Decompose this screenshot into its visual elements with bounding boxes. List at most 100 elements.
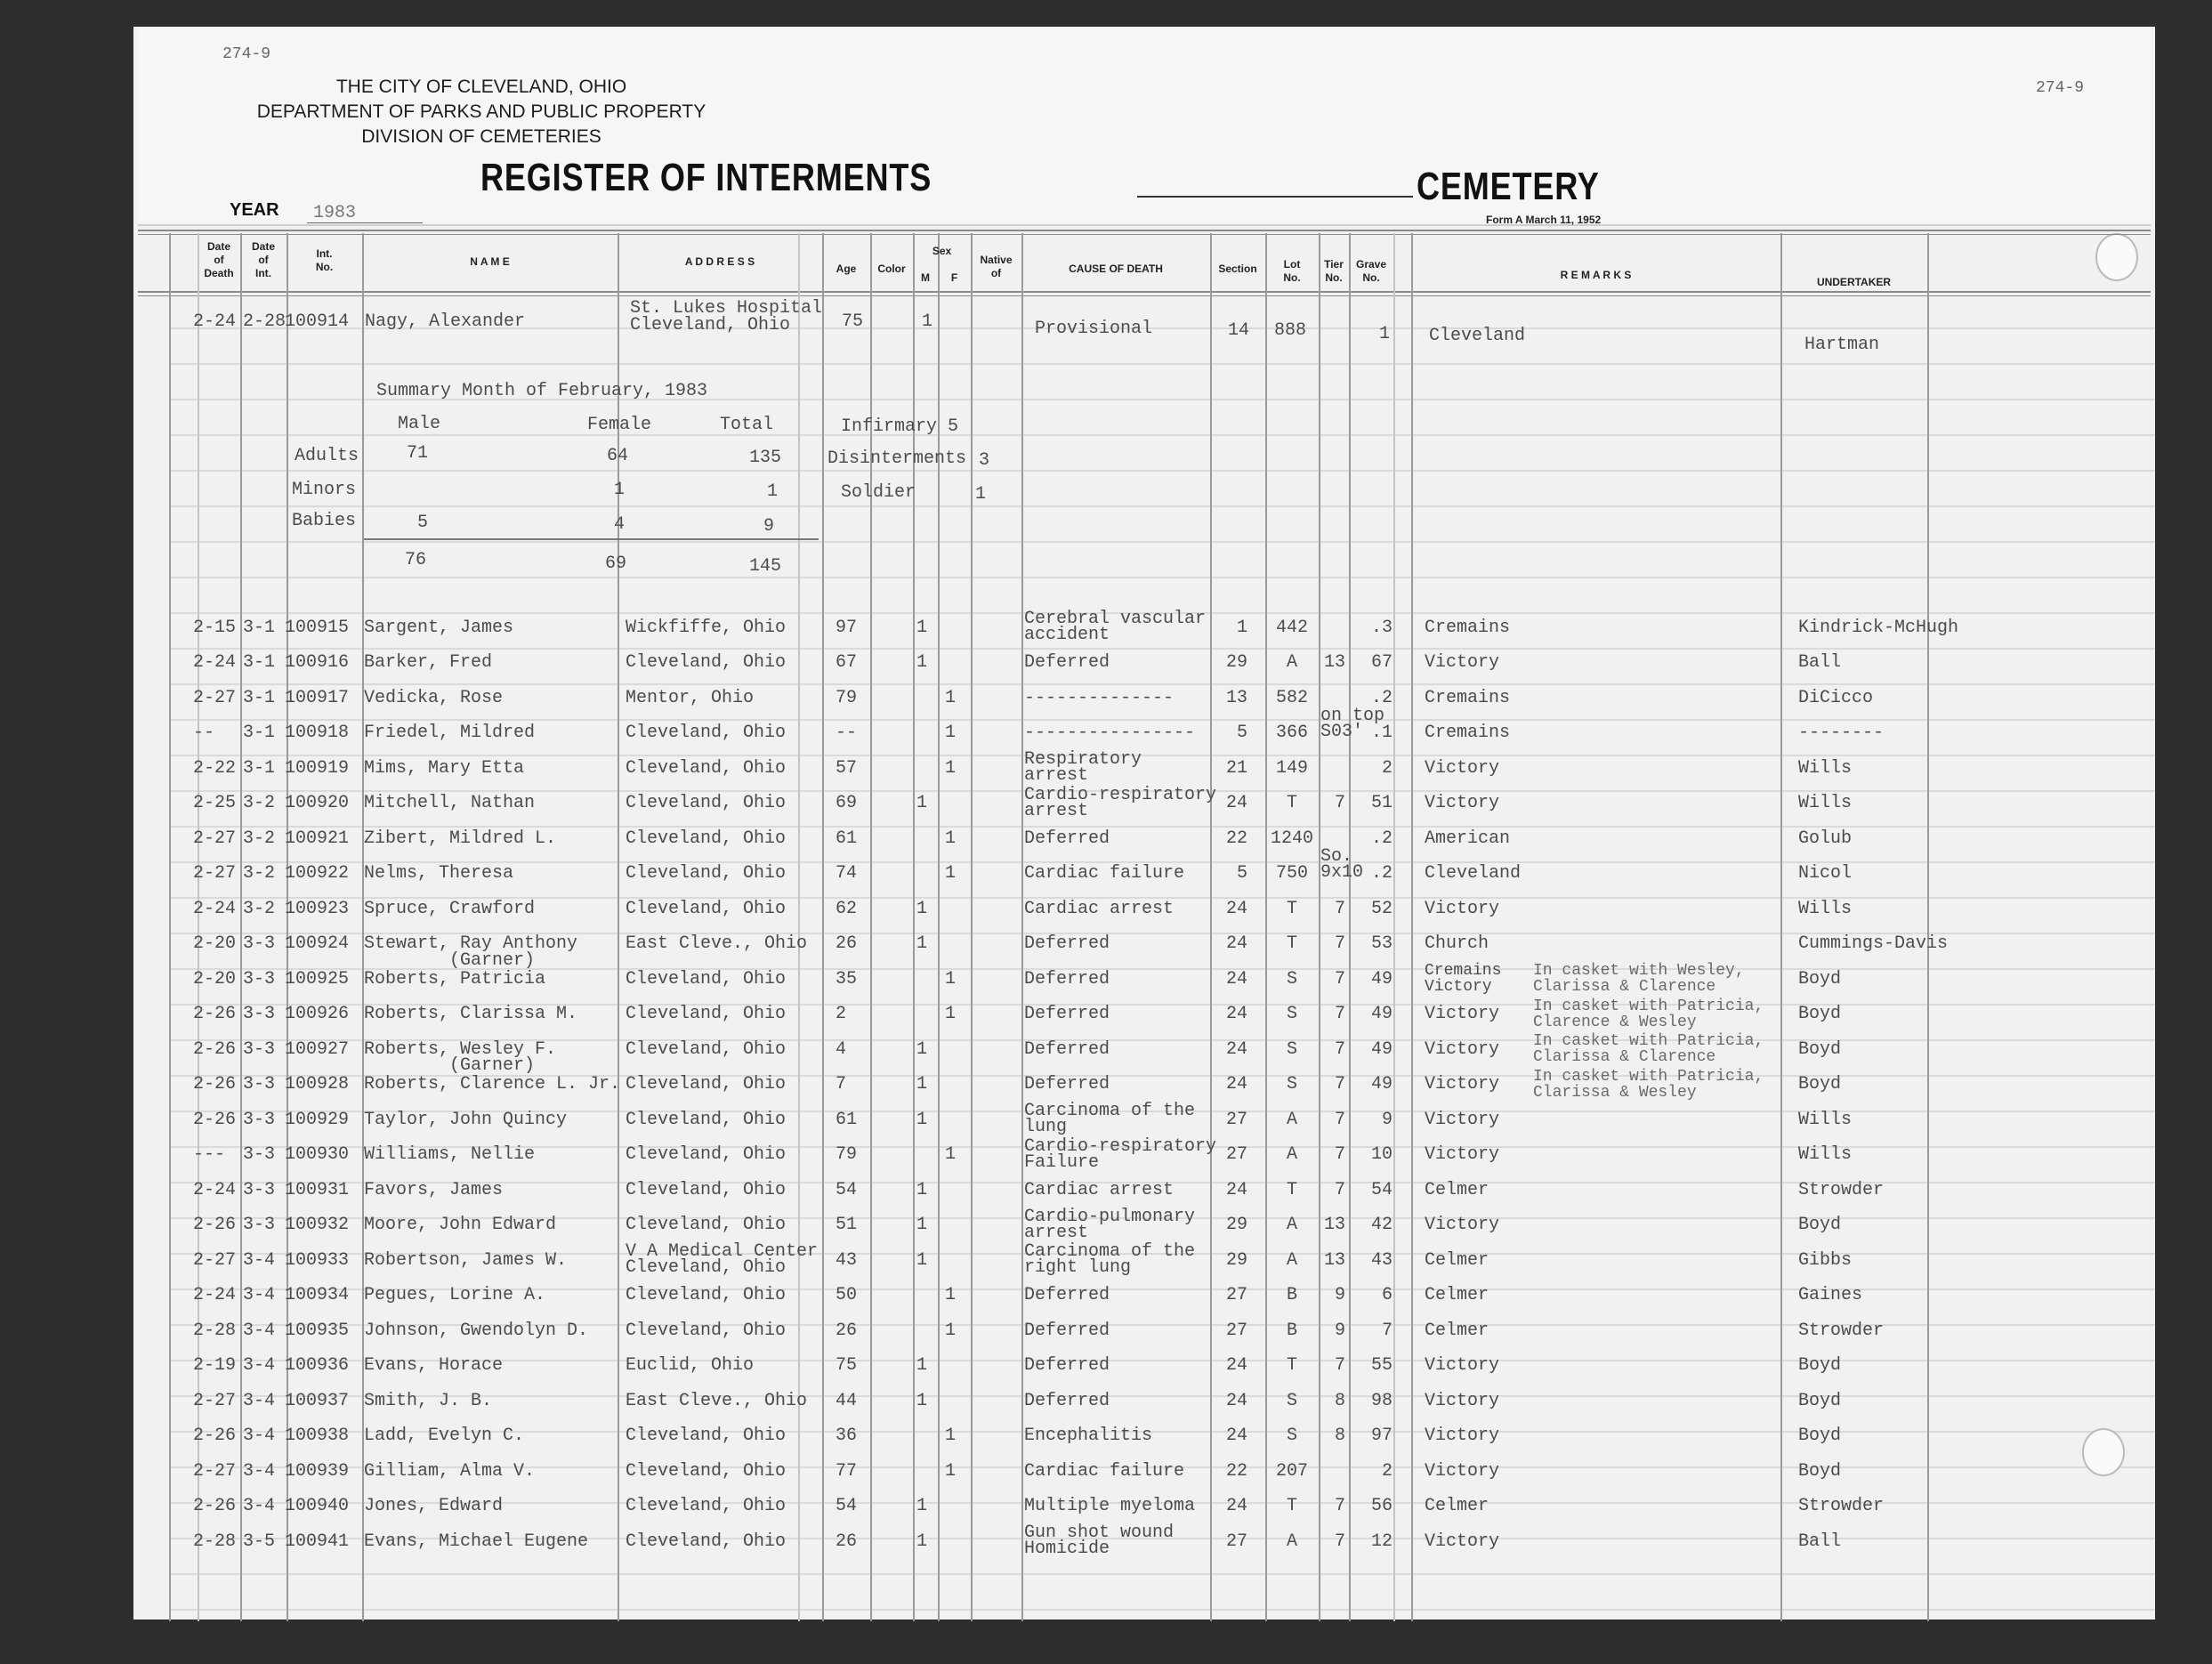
cell-name: Moore, John Edward bbox=[364, 1215, 557, 1235]
cell-dod: 2-20 bbox=[193, 933, 237, 954]
cell-cause: Deferred bbox=[1024, 828, 1110, 849]
cell-doi: 3-3 bbox=[243, 968, 276, 990]
cell-f: 1 bbox=[945, 723, 957, 743]
cell-int-no: 100932 bbox=[285, 1215, 350, 1235]
cell-section: 24 bbox=[1225, 1390, 1247, 1411]
cell-tier: 7 bbox=[1334, 1355, 1345, 1376]
cell-address: Cleveland, Ohio bbox=[626, 1109, 787, 1130]
cell-address: Cleveland, Ohio bbox=[626, 1426, 787, 1446]
form-note: Form A March 11, 1952 bbox=[1486, 214, 1602, 226]
cell-int-no: 100914 bbox=[285, 311, 350, 332]
cell-name: Evans, Horace bbox=[364, 1355, 504, 1376]
cell-dod: 2-26 bbox=[193, 1426, 237, 1446]
cell-cause: Deferred bbox=[1024, 1320, 1110, 1341]
cell-tier: on top S03' bbox=[1320, 706, 1385, 742]
cell-undertaker: Boyd bbox=[1798, 1038, 1842, 1060]
cell-doi: 3-3 bbox=[243, 1109, 276, 1130]
summary-soldier-label: Soldier bbox=[841, 482, 916, 503]
form-number-left: 274-9 bbox=[222, 45, 271, 63]
cell-name: Nelms, Theresa bbox=[364, 863, 514, 884]
cemetery-name-line bbox=[1137, 196, 1413, 198]
cell-cemetery: Celmer bbox=[1425, 1249, 1489, 1271]
cell-doi: 3-3 bbox=[243, 1144, 276, 1165]
cell-grave: 42 bbox=[1370, 1215, 1393, 1235]
cell-name: Mitchell, Nathan bbox=[364, 793, 536, 813]
summary-total-label: Total bbox=[720, 415, 774, 435]
cell-section: 24 bbox=[1225, 1179, 1247, 1200]
cell-name: Mims, Mary Etta bbox=[364, 757, 525, 779]
cell-m: 1 bbox=[916, 1038, 928, 1060]
cell-tier: 9 bbox=[1334, 1320, 1345, 1341]
cell-cemetery: Victory bbox=[1425, 1355, 1500, 1376]
cell-doi: 3-4 bbox=[243, 1426, 276, 1446]
cell-name: Robertson, James W. bbox=[364, 1249, 568, 1271]
cell-section: 24 bbox=[1225, 968, 1247, 990]
cell-f: 1 bbox=[945, 1285, 957, 1305]
summary-babies-label: Babies bbox=[292, 511, 357, 531]
summary-disinterments: 3 bbox=[979, 450, 990, 471]
column-rule bbox=[618, 233, 619, 1621]
cell-f: 1 bbox=[945, 1144, 957, 1165]
cell-cemetery: Cremains Victory bbox=[1425, 962, 1502, 996]
cell-grave: 10 bbox=[1370, 1144, 1393, 1165]
cell-age: 2 bbox=[836, 1004, 847, 1024]
department-heading: DEPARTMENT OF PARKS AND PUBLIC PROPERTY bbox=[256, 101, 706, 122]
summary-male-label: Male bbox=[398, 414, 441, 434]
cell-lot: A bbox=[1286, 1109, 1297, 1130]
cell-tier: 7 bbox=[1334, 1074, 1345, 1095]
cell-age: 74 bbox=[836, 863, 858, 884]
cell-section: 24 bbox=[1225, 1004, 1247, 1024]
cell-cemetery: Victory bbox=[1425, 1426, 1500, 1446]
cell-tier: 7 bbox=[1334, 968, 1345, 990]
cell-undertaker: Wills bbox=[1798, 898, 1853, 919]
cell-doi: 3-3 bbox=[243, 1038, 276, 1060]
cell-undertaker: Ball bbox=[1798, 1531, 1842, 1552]
cell-undertaker: Wills bbox=[1798, 1109, 1853, 1130]
cell-int-no: 100923 bbox=[285, 898, 350, 919]
summary-babies-male: 5 bbox=[417, 513, 429, 533]
cell-cemetery: Victory bbox=[1425, 1074, 1500, 1095]
cell-cemetery: Victory bbox=[1425, 1109, 1500, 1130]
cemetery-label: CEMETERY bbox=[1417, 165, 1600, 208]
summary-grand-total: 145 bbox=[749, 556, 782, 577]
cell-name: Gilliam, Alma V. bbox=[364, 1460, 536, 1482]
cell-cemetery: Celmer bbox=[1425, 1320, 1489, 1341]
cell-undertaker: Golub bbox=[1798, 828, 1853, 849]
cell-cause: Cardio-pulmonary arrest bbox=[1024, 1206, 1196, 1243]
cell-m: 1 bbox=[916, 1496, 928, 1516]
cell-section: 24 bbox=[1225, 898, 1247, 919]
cell-age: 51 bbox=[836, 1215, 858, 1235]
cell-cemetery: Victory bbox=[1425, 1460, 1500, 1482]
cell-grave: 49 bbox=[1370, 968, 1393, 990]
cell-section: 27 bbox=[1225, 1531, 1247, 1552]
cell-section: 22 bbox=[1225, 828, 1247, 849]
cell-grave: 9 bbox=[1381, 1109, 1393, 1130]
cell-f: 1 bbox=[945, 1460, 957, 1482]
cell-age: 43 bbox=[836, 1249, 858, 1271]
cell-undertaker: Strowder bbox=[1798, 1496, 1885, 1516]
cell-cause: Cardiac failure bbox=[1024, 1460, 1185, 1482]
summary-infirmary: Infirmary 5 bbox=[841, 416, 959, 437]
cell-doi: 3-1 bbox=[243, 617, 276, 638]
cell-grave: .3 bbox=[1370, 617, 1393, 638]
cell-cemetery: Victory bbox=[1425, 1038, 1500, 1060]
cell-address: Cleveland, Ohio bbox=[626, 1215, 787, 1235]
cell-grave: 67 bbox=[1370, 652, 1393, 673]
cell-undertaker: DiCicco bbox=[1798, 687, 1874, 708]
cell-section: 5 bbox=[1236, 863, 1247, 884]
cell-address: V A Medical Center Cleveland, Ohio bbox=[626, 1241, 819, 1278]
cell-name-note: (Garner) bbox=[449, 949, 536, 971]
cell-int-no: 100918 bbox=[285, 723, 350, 743]
cell-cause: Gun shot wound Homicide bbox=[1024, 1523, 1175, 1559]
cell-age: 75 bbox=[842, 311, 864, 332]
summary-minors-female: 1 bbox=[614, 480, 626, 500]
cell-section: 29 bbox=[1225, 1249, 1247, 1271]
cell-section: 27 bbox=[1225, 1144, 1247, 1165]
cell-cemetery: Victory bbox=[1425, 898, 1500, 919]
cell-lot: 207 bbox=[1275, 1460, 1308, 1482]
cell-address: St. Lukes Hospital Cleveland, Ohio bbox=[630, 298, 823, 335]
column-rule bbox=[870, 233, 872, 1621]
cell-cause: -------------- bbox=[1024, 687, 1175, 708]
cell-cause: Cardiac failure bbox=[1024, 863, 1185, 884]
col-grave-no: Grave No. bbox=[1355, 258, 1387, 284]
